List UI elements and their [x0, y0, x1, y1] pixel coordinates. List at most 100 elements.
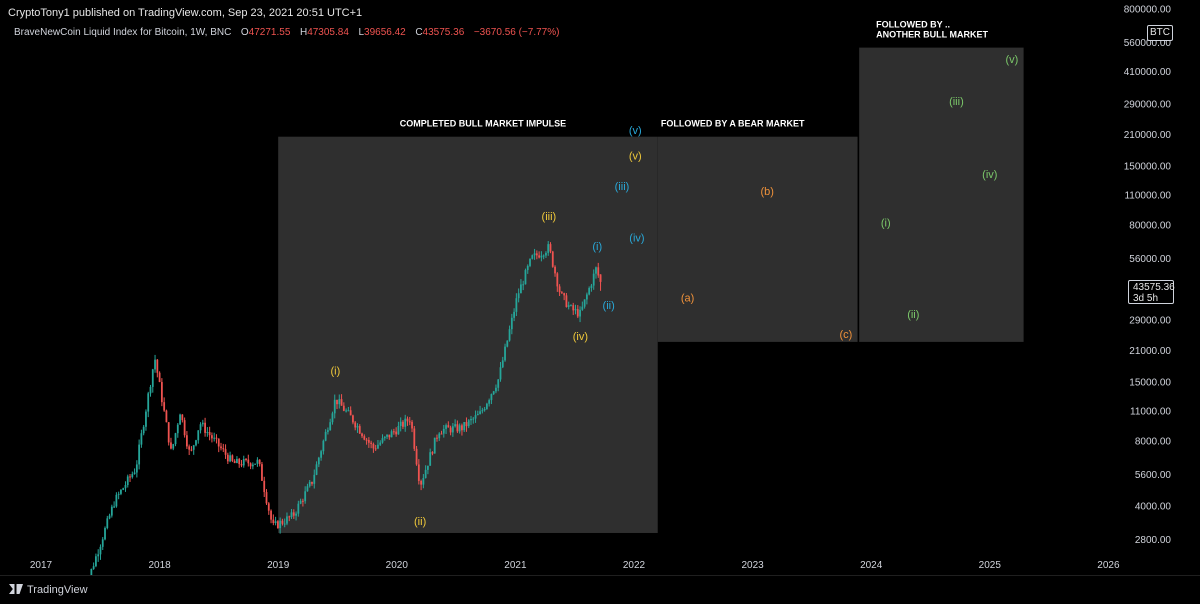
candle-body: [526, 265, 529, 271]
symbol-legend[interactable]: BraveNewCoin Liquid Index for Bitcoin, 1…: [14, 27, 559, 38]
candle-body: [213, 437, 216, 439]
candle-body: [238, 458, 241, 465]
candle-body: [440, 433, 443, 435]
price-tick-label: 210000.00: [1124, 130, 1172, 141]
price-tick-label: 290000.00: [1124, 100, 1172, 111]
candle-body: [411, 421, 413, 429]
candle-body: [222, 448, 225, 450]
candle-body: [138, 444, 141, 465]
candle-body: [508, 329, 511, 341]
candle-body: [474, 415, 477, 419]
bar-countdown: 3d 5h: [1133, 293, 1159, 304]
tradingview-logo-icon: [9, 584, 23, 594]
last-price-badge: 43575.36 3d 5h: [1128, 280, 1175, 304]
candle-body: [522, 284, 525, 286]
candle-body: [383, 436, 386, 439]
candle-body: [113, 506, 116, 508]
candle-body: [379, 442, 382, 445]
candle-body: [270, 510, 272, 520]
candle-body: [188, 446, 191, 450]
price-tick-label: 800000.00: [1124, 4, 1172, 15]
candle-body: [454, 424, 457, 427]
candle-body: [338, 399, 341, 405]
candle-body: [306, 486, 309, 492]
candle-body: [217, 438, 220, 447]
wave-label-blue: (i): [592, 241, 602, 253]
candle-body: [458, 425, 461, 432]
price-tick-label: 15000.00: [1129, 378, 1171, 389]
candle-body: [263, 480, 266, 493]
candle-body: [574, 309, 577, 311]
candle-body: [554, 266, 556, 274]
candle-body: [151, 369, 154, 387]
candle-body: [126, 476, 129, 486]
candle-body: [520, 284, 522, 294]
candle-body: [156, 359, 159, 373]
candle-body: [224, 449, 227, 455]
candle-body: [517, 293, 520, 299]
candle-body: [176, 424, 179, 434]
candle-body: [476, 413, 479, 416]
publish-header: CryptoTony1 published on TradingView.com…: [0, 0, 1200, 26]
candle-body: [220, 446, 222, 449]
candle-body: [467, 420, 470, 427]
candle-body: [142, 426, 145, 434]
candle-body: [101, 539, 104, 547]
wave-box-title: COMPLETED BULL MARKET IMPULSE: [400, 119, 566, 129]
price-tick-label: 80000.00: [1129, 220, 1171, 231]
price-tick-label: 21000.00: [1129, 346, 1171, 357]
candle-body: [533, 253, 536, 256]
symbol-name[interactable]: BraveNewCoin Liquid Index for Bitcoin, 1…: [14, 27, 232, 38]
candle-body: [406, 418, 409, 422]
candle-body: [288, 516, 291, 518]
candle-body: [563, 293, 566, 296]
candle-body: [424, 469, 427, 479]
candle-body: [90, 568, 93, 579]
candle-body: [245, 459, 247, 461]
candle-body: [170, 442, 172, 449]
candle-body: [331, 413, 334, 423]
candle-body: [272, 519, 275, 524]
candle-body: [354, 422, 357, 428]
candle-body: [281, 520, 284, 524]
wave-label-green: (iv): [982, 169, 997, 181]
low-label: L: [358, 27, 365, 38]
candle-body: [115, 494, 118, 507]
currency-badge[interactable]: BTC: [1147, 25, 1173, 41]
wave-label-blue: (iv): [629, 233, 644, 245]
wave-label-blue: (ii): [603, 300, 615, 312]
wave-box-title: FOLLOWED BY A BEAR MARKET: [661, 119, 805, 129]
candle-body: [572, 305, 575, 311]
low-value: 39656.42: [364, 27, 406, 38]
tradingview-logo[interactable]: TradingView: [9, 584, 88, 596]
candle-body: [558, 286, 561, 293]
candle-body: [499, 367, 502, 380]
wave-box-2[interactable]: [657, 136, 858, 342]
candle-body: [104, 528, 106, 540]
price-tick-label: 2800.00: [1135, 535, 1172, 546]
candle-body: [576, 309, 579, 317]
candle-body: [524, 270, 527, 285]
wave-label-yellow: (v): [629, 150, 642, 162]
candle-body: [145, 411, 147, 427]
candle-body: [408, 421, 411, 423]
candle-body: [261, 464, 263, 481]
candle-body: [556, 273, 559, 287]
candle-body: [479, 411, 481, 414]
wave-box-1[interactable]: [278, 136, 658, 533]
year-tick-label: 2023: [741, 560, 764, 571]
candle-body: [549, 244, 552, 252]
candle-body: [361, 433, 363, 437]
candle-body: [99, 546, 102, 555]
candle-body: [315, 464, 318, 475]
candle-body: [299, 500, 302, 504]
candle-body: [497, 379, 500, 388]
candle-body: [286, 516, 288, 524]
candle-body: [583, 299, 586, 307]
price-tick-label: 5600.00: [1135, 470, 1172, 481]
candle-body: [365, 439, 368, 441]
wave-box-3[interactable]: [859, 47, 1024, 342]
candle-body: [560, 292, 563, 294]
candle-body: [240, 464, 243, 466]
